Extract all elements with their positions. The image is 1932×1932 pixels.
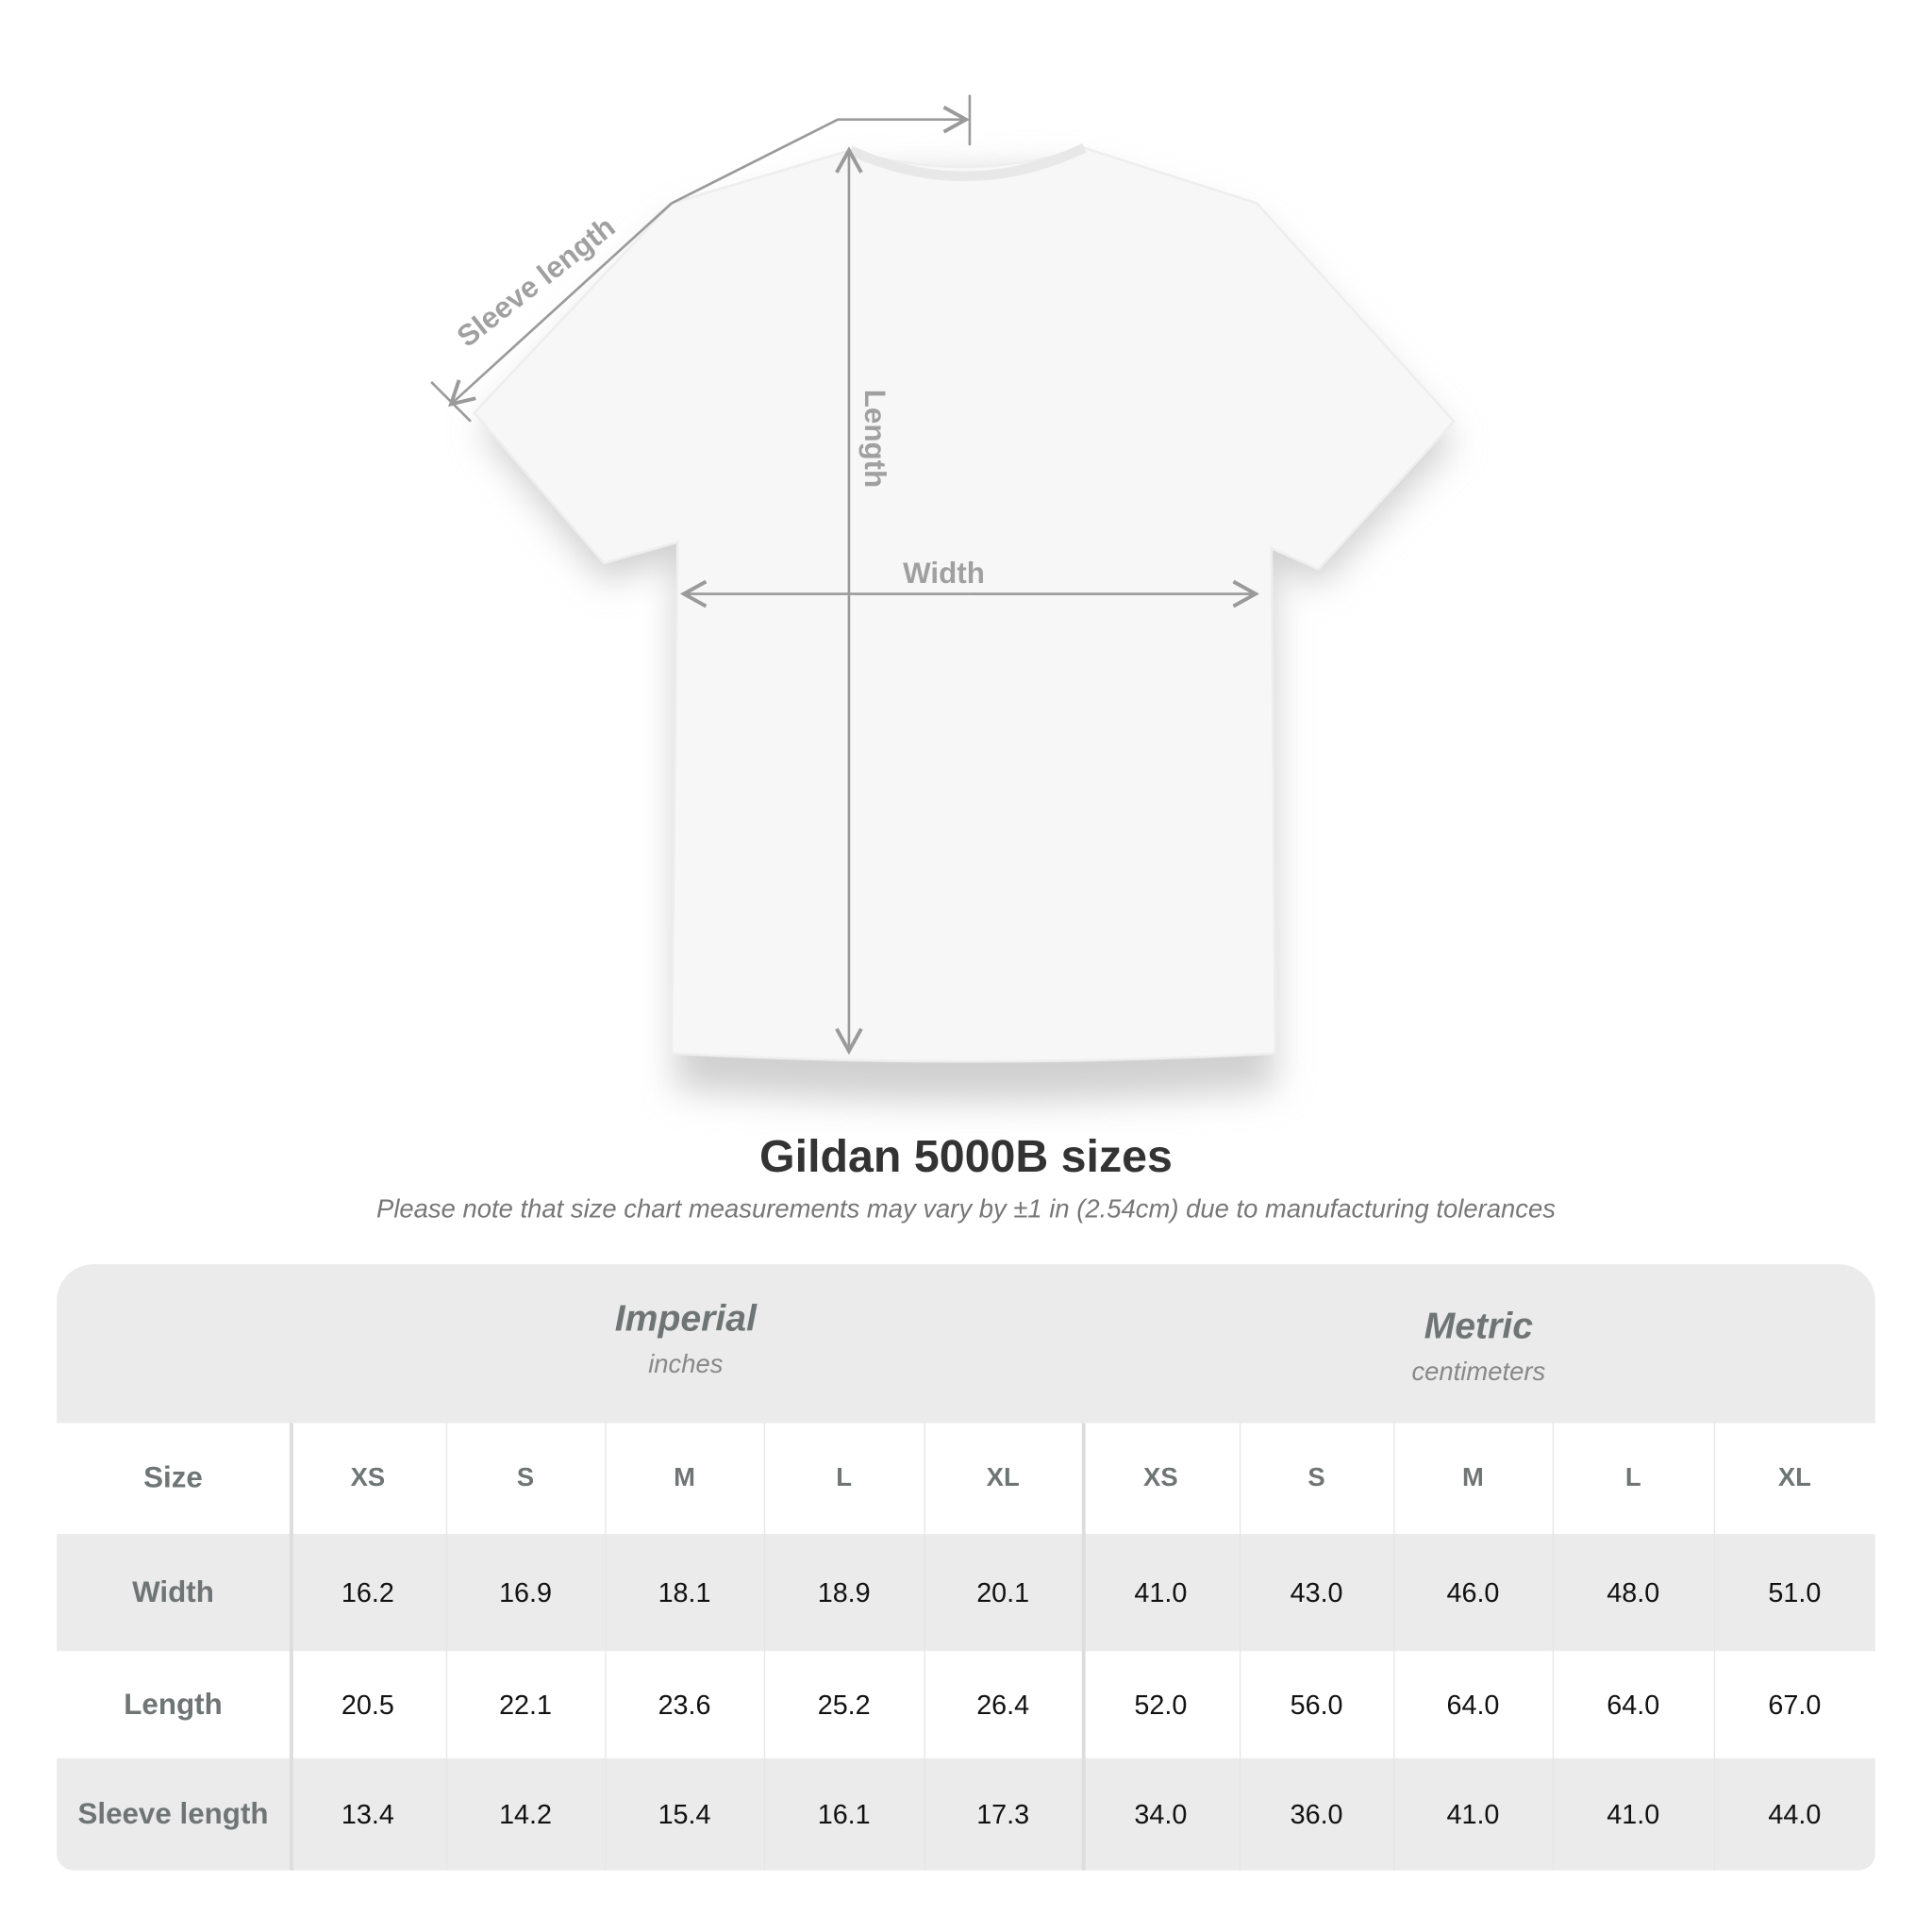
table-cell: 52.0 — [1134, 1689, 1188, 1720]
width-label: Width — [903, 557, 985, 590]
table-cell: 64.0 — [1607, 1689, 1660, 1720]
column-divider — [924, 1423, 925, 1871]
table-cell: 15.4 — [658, 1798, 711, 1829]
imperial-header: Imperial inches — [290, 1299, 1082, 1380]
metric-unit: centimeters — [1411, 1357, 1546, 1387]
table-cell: 56.0 — [1290, 1689, 1343, 1720]
column-divider — [763, 1423, 766, 1871]
metric-header: Metric centimeters — [1082, 1306, 1875, 1387]
tolerance-note: Please note that size chart measurements… — [376, 1194, 1556, 1224]
table-cell: 36.0 — [1290, 1798, 1343, 1829]
table-cell: 41.0 — [1607, 1798, 1660, 1829]
size-column-header: L — [836, 1463, 853, 1492]
size-table: Imperial inches Metric centimeters Size X… — [57, 1264, 1875, 1871]
size-column-header: XL — [986, 1463, 1020, 1492]
table-cell: 22.1 — [499, 1689, 553, 1720]
table-cell: 41.0 — [1134, 1576, 1188, 1607]
size-column-header: L — [1624, 1463, 1641, 1492]
sleeve-arrow — [448, 202, 673, 408]
table-cell: 67.0 — [1768, 1689, 1822, 1720]
table-cell: 46.0 — [1446, 1576, 1500, 1607]
table-cell: 20.5 — [341, 1689, 394, 1720]
size-column-header: S — [516, 1463, 535, 1492]
size-header: Size — [143, 1461, 203, 1495]
table-cell: 23.6 — [658, 1689, 711, 1720]
column-divider — [1552, 1423, 1555, 1871]
table-cell: 34.0 — [1134, 1798, 1188, 1829]
row-label: Sleeve length — [77, 1796, 269, 1831]
size-column-header: XS — [350, 1463, 386, 1492]
imperial-unit: inches — [648, 1350, 724, 1379]
table-cell: 14.2 — [499, 1798, 553, 1829]
tshirt-shape — [473, 146, 1456, 1063]
table-cell: 26.4 — [976, 1689, 1030, 1720]
column-divider — [1081, 1423, 1086, 1871]
table-cell: 48.0 — [1607, 1576, 1660, 1607]
table-cell: 43.0 — [1290, 1576, 1343, 1607]
table-cell: 51.0 — [1768, 1576, 1822, 1607]
row-band — [57, 1534, 1875, 1652]
column-divider — [289, 1423, 293, 1871]
table-cell: 25.2 — [817, 1689, 871, 1720]
table-cell: 16.1 — [817, 1798, 871, 1829]
size-column-header: M — [1462, 1463, 1484, 1492]
length-label: Length — [858, 390, 891, 488]
size-column-header: XS — [1143, 1463, 1178, 1492]
table-cell: 17.3 — [976, 1798, 1030, 1829]
imperial-title: Imperial — [614, 1298, 757, 1340]
row-band — [57, 1757, 1875, 1871]
unit-header-band — [57, 1264, 1875, 1424]
table-cell: 64.0 — [1446, 1689, 1500, 1720]
table-cell: 16.9 — [499, 1576, 553, 1607]
column-divider — [605, 1423, 607, 1871]
column-divider — [1393, 1423, 1395, 1871]
metric-title: Metric — [1424, 1306, 1534, 1347]
table-cell: 16.2 — [341, 1576, 394, 1607]
table-cell: 18.1 — [658, 1576, 711, 1607]
column-divider — [1713, 1423, 1716, 1871]
row-label: Width — [132, 1574, 214, 1609]
column-divider — [1239, 1423, 1241, 1871]
table-cell: 41.0 — [1446, 1798, 1500, 1829]
row-label: Length — [124, 1687, 223, 1721]
column-divider — [445, 1423, 448, 1871]
page-title: Gildan 5000B sizes — [759, 1131, 1173, 1182]
table-cell: 44.0 — [1768, 1798, 1822, 1829]
table-cell: 13.4 — [341, 1798, 394, 1829]
table-cell: 18.9 — [817, 1576, 871, 1607]
tshirt-diagram: Sleeve length Length Width — [430, 94, 1456, 1102]
table-cell: 20.1 — [976, 1576, 1030, 1607]
size-column-header: M — [674, 1463, 695, 1492]
size-column-header: S — [1307, 1463, 1325, 1492]
size-column-header: XL — [1777, 1463, 1811, 1492]
